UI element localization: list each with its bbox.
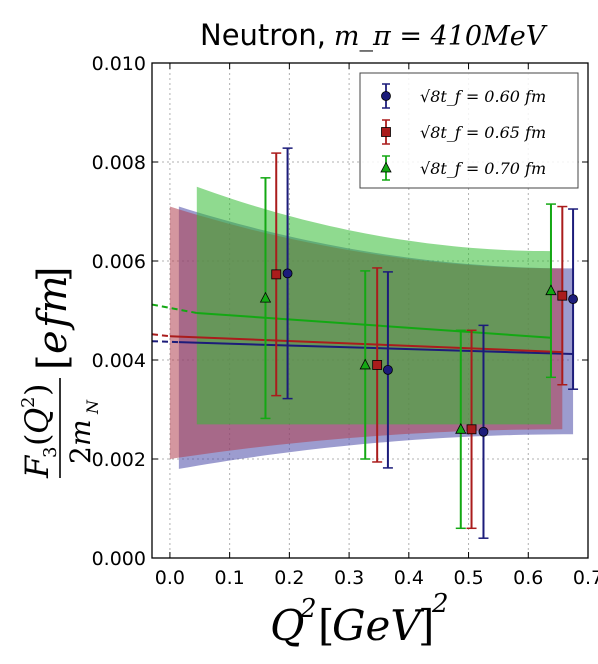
data-point-series-1 [478,426,489,437]
data-point-series-3 [259,291,272,303]
svg-text:]: ] [30,266,76,282]
extrapolation-line-series-2 [151,333,171,338]
bands [169,186,574,469]
legend: √8t_f = 0.60 fm √8t_f = 0.65 fm √8t_f = 0.… [359,72,579,189]
data-point-series-3 [455,422,467,434]
data-point-series-3 [545,284,557,296]
svg-text:fm: fm [30,275,76,331]
error-band-series-3 [196,186,551,425]
x-tick-label: 0.7 [573,567,598,589]
svg-text:]: ] [418,601,434,650]
svg-text:2: 2 [431,589,449,619]
y-ticks: 0.000 0.002 0.004 0.006 0.008 0.010 [92,53,588,570]
x-tick-label: 0.4 [394,567,424,589]
extrapolation-line-series-1 [151,340,179,344]
x-tick-label: 0.1 [215,567,245,589]
x-tick-label: 0.3 [334,567,364,589]
svg-text:m: m [64,419,97,446]
extrapolation-line-series-3 [151,303,197,314]
svg-text:2: 2 [299,594,317,624]
data-point-series-2 [372,360,383,370]
x-tick-label: 0.0 [155,567,185,589]
svg-text:GeV: GeV [332,601,424,650]
chart-title-math: m_π = 410MeV [334,21,548,52]
svg-text:3: 3 [40,447,61,458]
x-tick-label: 0.2 [274,567,304,589]
fit-line-series-1 [178,341,574,356]
svg-text:): ) [18,384,56,396]
y-axis-label: F 3 ( Q 2 ) 2 m N [ e fm ] [18,266,102,479]
legend-label-series-1: √8t_f = 0.60 fm [420,87,546,106]
legend-marker-series-3 [380,161,392,173]
x-axis-label: Q 2 [ GeV ] 2 [270,589,449,650]
svg-text:Q: Q [18,408,56,434]
legend-box [359,72,579,189]
svg-text:[: [ [318,601,334,650]
data-point-series-1 [282,268,293,279]
svg-text:(: ( [18,434,56,446]
data-point-series-2 [271,269,282,280]
data-point-series-1 [383,364,393,375]
chart-title: Neutron, m_π = 410MeV [200,18,548,52]
y-tick-label: 0.002 [92,449,146,471]
svg-text:F: F [18,454,56,479]
x-tick-label: 0.5 [453,567,483,589]
legend-marker-series-2 [381,127,391,137]
y-tick-label: 0.008 [92,152,146,174]
data-markers [259,268,578,437]
data-point-series-2 [466,424,477,435]
x-ticks: 0.0 0.1 0.2 0.3 0.4 0.5 0.6 0.7 [155,63,598,589]
y-tick-label: 0.000 [92,548,146,570]
plot-frame [151,62,589,559]
legend-label-series-3: √8t_f = 0.70 fm [420,159,546,178]
svg-text:[: [ [30,354,76,370]
x-tick-label: 0.6 [513,567,543,589]
y-tick-label: 0.010 [92,53,146,75]
svg-text:N: N [83,399,102,415]
svg-text:2: 2 [64,446,97,464]
data-point-series-2 [557,290,568,301]
fit-line-series-3 [196,311,552,339]
legend-label-series-2: √8t_f = 0.65 fm [420,123,546,142]
svg-text:Q: Q [270,601,304,650]
legend-marker-series-1 [381,91,391,101]
svg-text:e: e [30,330,76,354]
chart-title-text: Neutron, [200,18,326,52]
y-tick-label: 0.006 [92,251,146,273]
svg-text:2: 2 [18,397,39,408]
y-tick-label: 0.004 [92,350,146,372]
data-point-series-1 [568,294,578,305]
data-point-series-3 [359,358,371,370]
